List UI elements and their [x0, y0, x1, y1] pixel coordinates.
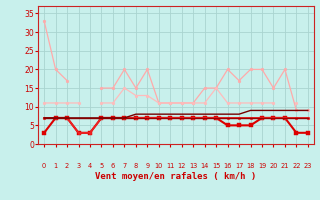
X-axis label: Vent moyen/en rafales ( km/h ): Vent moyen/en rafales ( km/h )	[95, 172, 257, 181]
